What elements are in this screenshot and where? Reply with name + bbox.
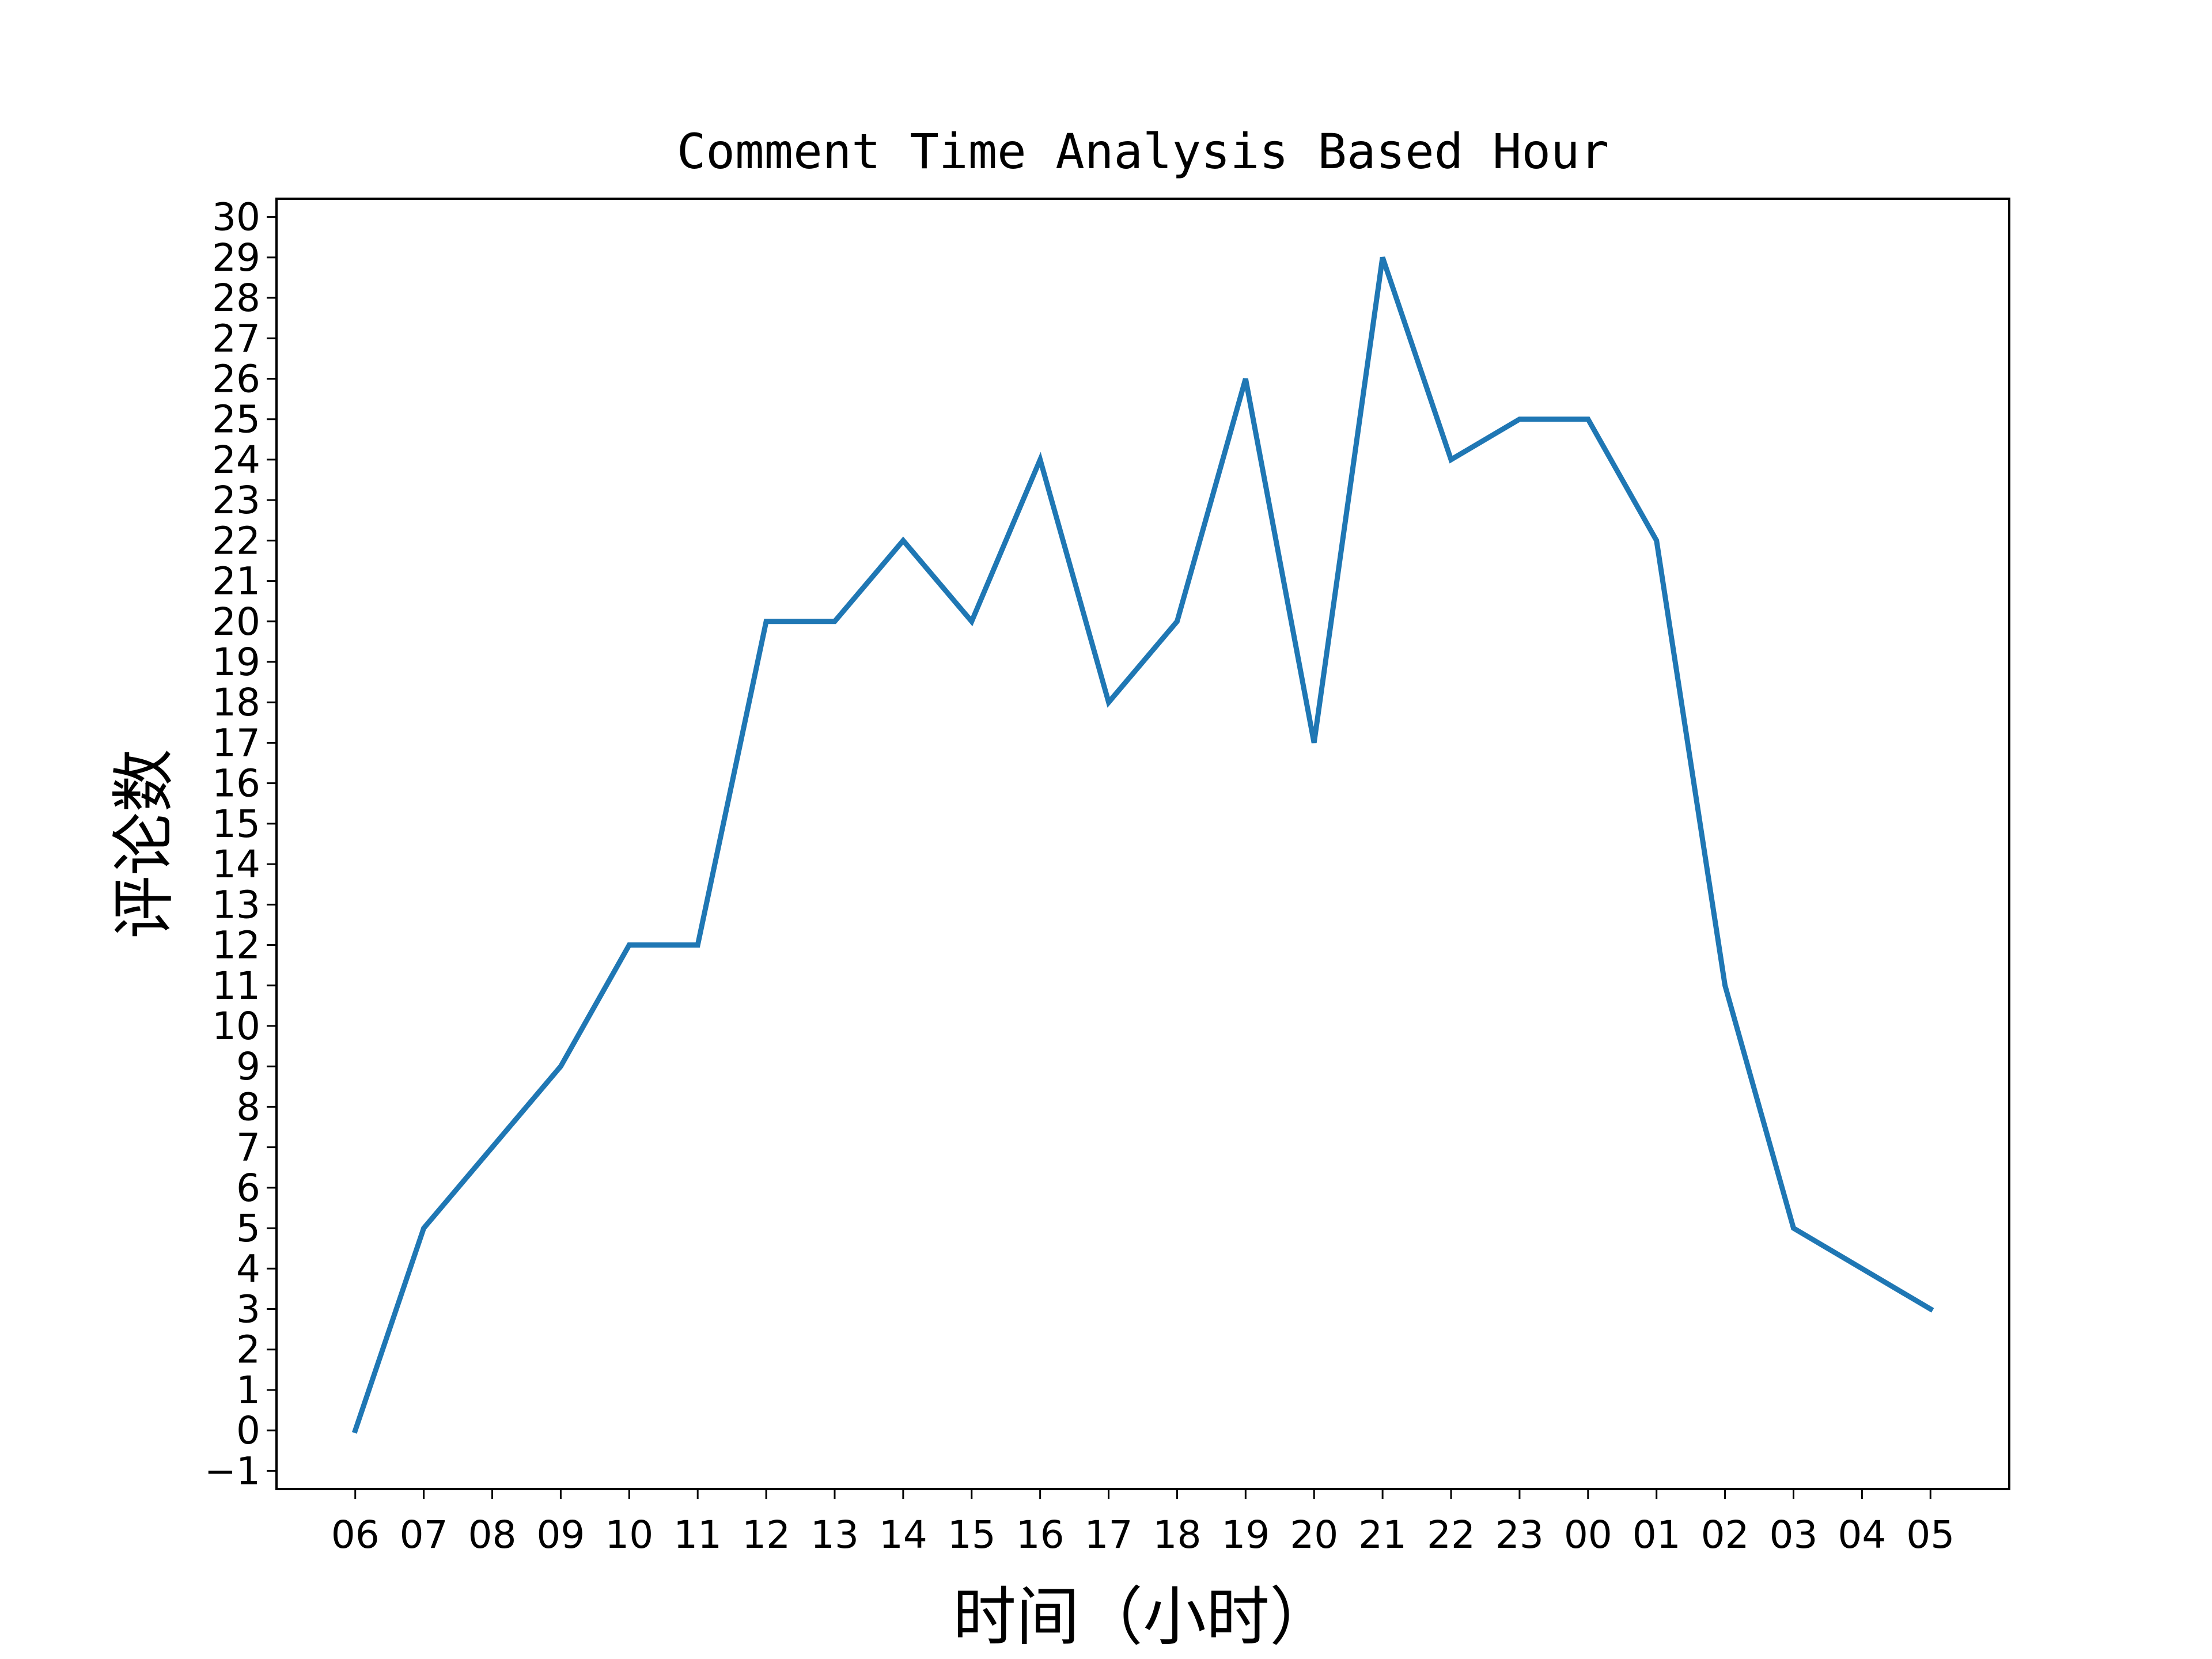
x-tick-label: 23 bbox=[1495, 1513, 1544, 1557]
y-tick-label: 27 bbox=[212, 316, 260, 361]
x-tick-label: 03 bbox=[1769, 1513, 1817, 1557]
y-tick-label: 21 bbox=[212, 559, 260, 604]
y-tick-label: 0 bbox=[236, 1408, 260, 1453]
y-tick-label: 16 bbox=[212, 762, 260, 806]
y-tick-label: 10 bbox=[212, 1004, 260, 1048]
x-tick-label: 01 bbox=[1633, 1513, 1681, 1557]
y-tick-label: 30 bbox=[212, 195, 260, 240]
x-tick-label: 11 bbox=[673, 1513, 722, 1557]
y-tick-label: 19 bbox=[212, 640, 260, 684]
y-tick-label: 1 bbox=[236, 1368, 260, 1412]
y-tick-label: 25 bbox=[212, 397, 260, 442]
x-tick-label: 07 bbox=[400, 1513, 448, 1557]
y-tick-label: 29 bbox=[212, 236, 260, 280]
y-axis-ticks: −101234567891011121314151617181920212223… bbox=[204, 195, 276, 1493]
y-tick-label: 9 bbox=[236, 1044, 260, 1089]
x-tick-label: 12 bbox=[742, 1513, 790, 1557]
chart-title: Comment Time Analysis Based Hour bbox=[677, 123, 1609, 180]
plot-frame bbox=[275, 198, 2010, 1490]
y-tick-label: 22 bbox=[212, 518, 260, 563]
x-tick-label: 13 bbox=[810, 1513, 859, 1557]
x-tick-label: 14 bbox=[879, 1513, 927, 1557]
x-tick-label: 18 bbox=[1153, 1513, 1201, 1557]
x-tick-label: 17 bbox=[1085, 1513, 1133, 1557]
x-tick-label: 21 bbox=[1358, 1513, 1407, 1557]
y-tick-label: 15 bbox=[212, 802, 260, 846]
x-tick-label: 08 bbox=[468, 1513, 517, 1557]
x-tick-label: 20 bbox=[1290, 1513, 1338, 1557]
y-tick-label: 18 bbox=[212, 680, 260, 725]
x-tick-label: 05 bbox=[1906, 1513, 1955, 1557]
y-tick-label: 3 bbox=[236, 1287, 260, 1332]
y-tick-label: 13 bbox=[212, 882, 260, 927]
x-tick-label: 22 bbox=[1427, 1513, 1475, 1557]
y-tick-label: 23 bbox=[212, 478, 260, 522]
x-tick-label: 15 bbox=[948, 1513, 996, 1557]
x-tick-label: 16 bbox=[1016, 1513, 1065, 1557]
y-tick-label: −1 bbox=[204, 1449, 260, 1493]
y-tick-label: 20 bbox=[212, 600, 260, 644]
y-tick-label: 5 bbox=[236, 1206, 260, 1251]
x-tick-label: 09 bbox=[536, 1513, 585, 1557]
x-tick-label: 19 bbox=[1221, 1513, 1270, 1557]
y-tick-label: 14 bbox=[212, 842, 260, 887]
y-tick-label: 12 bbox=[212, 923, 260, 968]
series-line bbox=[351, 256, 1934, 1434]
y-tick-label: 6 bbox=[236, 1166, 260, 1210]
y-tick-label: 24 bbox=[212, 438, 260, 482]
y-tick-label: 26 bbox=[212, 357, 260, 401]
x-tick-label: 10 bbox=[605, 1513, 653, 1557]
y-tick-label: 8 bbox=[236, 1085, 260, 1129]
x-tick-label: 06 bbox=[331, 1513, 380, 1557]
x-tick-label: 02 bbox=[1701, 1513, 1749, 1557]
x-axis-label: 时间（小时） bbox=[953, 1580, 1333, 1654]
y-tick-label: 4 bbox=[236, 1247, 260, 1291]
x-tick-label: 04 bbox=[1838, 1513, 1886, 1557]
y-tick-label: 28 bbox=[212, 276, 260, 320]
y-axis-label: 评论数 bbox=[107, 749, 181, 939]
y-tick-label: 2 bbox=[236, 1328, 260, 1372]
y-tick-label: 17 bbox=[212, 721, 260, 765]
x-axis-ticks: 06 07 08 09 10 11 12 13 14 15 16 17 18 19 20 21 22 23 00 01… bbox=[331, 1489, 1955, 1557]
y-tick-label: 7 bbox=[236, 1126, 260, 1170]
y-tick-label: 11 bbox=[212, 964, 260, 1008]
x-tick-label: 00 bbox=[1564, 1513, 1612, 1557]
